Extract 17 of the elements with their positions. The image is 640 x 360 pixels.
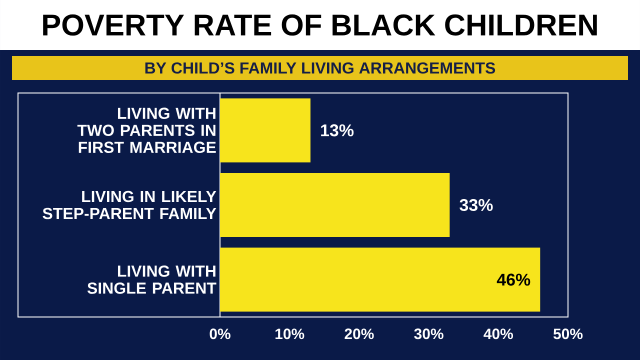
y-tick-label: LIVING WITH SINGLE PARENT [87, 266, 216, 294]
bar [220, 98, 310, 162]
x-tick-label: 40% [484, 328, 514, 340]
bar [220, 248, 540, 312]
data-label: 33% [460, 198, 493, 212]
chart-title: POVERTY RATE OF BLACK CHILDREN [43, 14, 597, 36]
data-label: 13% [321, 124, 354, 136]
chart-subtitle: BY CHILD’S FAMILY LIVING ARRANGEMENTS [145, 62, 496, 74]
y-tick-label: LIVING WITH TWO PARENTS IN FIRST MARRIAGE [77, 108, 216, 154]
data-label: 46% [496, 274, 530, 286]
x-tick-label: 10% [276, 328, 304, 340]
x-tick-label: 50% [553, 328, 583, 340]
x-tick-label: 20% [344, 328, 374, 340]
x-tick-label: 0% [210, 328, 230, 340]
bar [220, 173, 450, 238]
y-tick-label: LIVING IN LIKELY STEP-PARENT FAMILY [42, 190, 216, 220]
x-tick-label: 30% [414, 328, 444, 340]
